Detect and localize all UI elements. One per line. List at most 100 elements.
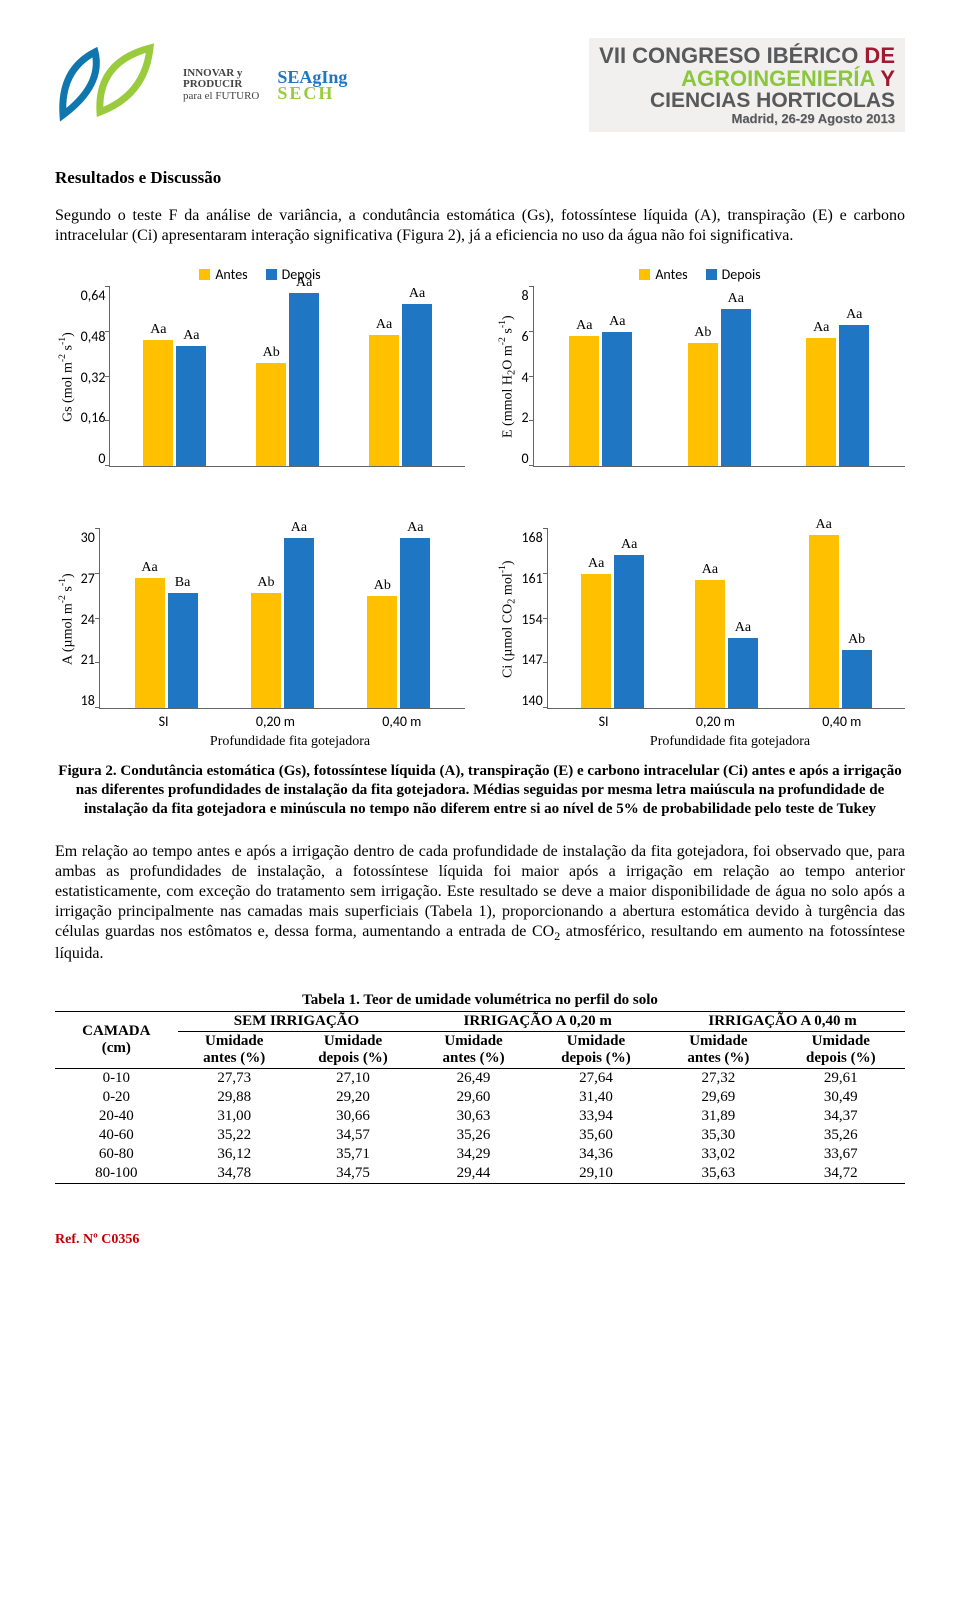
bar-label: Aa — [588, 556, 604, 572]
bar-antes: Aa — [143, 340, 173, 466]
y-tick: 27 — [81, 570, 95, 587]
table-cell: 29,10 — [532, 1164, 660, 1184]
header-banner: INNOVAR y PRODUCIR para el FUTURO SEAgIn… — [55, 30, 905, 140]
bar-label: Aa — [576, 318, 592, 334]
congress-l1b: DE — [858, 43, 895, 68]
table-row: 60-8036,1235,7134,2934,3633,0233,67 — [55, 1145, 905, 1164]
bar-depois: Aa — [284, 538, 314, 708]
bar-depois: Aa — [289, 293, 319, 466]
bar-depois: Aa — [614, 555, 644, 708]
y-tick: 24 — [81, 611, 95, 628]
chart-a: A (µmol m-2 s-1)3027242118AaBaAbAaAbAaSI… — [55, 507, 465, 750]
bar-label: Ab — [257, 575, 274, 591]
bar-antes: Ab — [251, 593, 281, 708]
chart-legend: AntesDepois — [55, 266, 465, 283]
plot-area: AaAaAbAaAaAa — [533, 287, 905, 467]
table-cell: 35,26 — [415, 1126, 531, 1145]
y-tick: 0,16 — [81, 409, 106, 426]
bar-label: Ab — [374, 578, 391, 594]
table-cell: 29,61 — [777, 1069, 905, 1089]
y-tick: 161 — [521, 570, 542, 587]
table-cell: 34,78 — [178, 1164, 291, 1184]
y-tick: 154 — [521, 611, 542, 628]
y-tick: 0,32 — [81, 369, 106, 386]
x-axis-label: Profundidade fita gotejadora — [115, 734, 465, 750]
chart-legend: Antes Depois — [495, 266, 905, 283]
x-axis-label: Profundidade fita gotejadora — [555, 734, 905, 750]
innovar-l1: INNOVAR y — [183, 67, 242, 79]
table-title: Tabela 1. Teor de umidade volumétrica no… — [55, 992, 905, 1009]
bar-label: Aa — [183, 328, 199, 344]
x-tick: SI — [599, 713, 609, 730]
y-tick: 147 — [521, 651, 542, 668]
chart-ci: Ci (µmol CO2 mol-1)168161154147140AaAaAa… — [495, 507, 905, 750]
y-tick: 0,64 — [81, 287, 106, 304]
x-ticks: SI0,20 m0,40 m — [555, 713, 905, 730]
y-ticks: 168161154147140 — [519, 529, 546, 709]
table-cell: 27,64 — [532, 1069, 660, 1089]
bar-label: Aa — [296, 275, 312, 291]
figure-caption: Figura 2. Condutância estomática (Gs), f… — [55, 762, 905, 818]
table-cell: 30,63 — [415, 1107, 531, 1126]
bar-label: Ab — [848, 632, 865, 648]
table-group-2: IRRIGAÇÃO A 0,40 m — [660, 1012, 905, 1032]
bar-group: Aa Aa — [369, 287, 432, 466]
bar-depois: Aa — [728, 638, 758, 708]
y-axis-label: Ci (µmol CO2 mol-1) — [495, 529, 519, 709]
bar-label: Aa — [376, 317, 392, 333]
table-cell: 31,40 — [532, 1088, 660, 1107]
y-ticks: 3027242118 — [79, 529, 99, 709]
bar-label: Aa — [815, 517, 831, 533]
legend-depois: Depois — [722, 266, 761, 283]
bar-group: AaAa — [806, 287, 869, 466]
table-cell: 27,10 — [291, 1069, 416, 1089]
plot-area: AaAaAbAaAaAa — [109, 287, 465, 467]
table-cell: 30,66 — [291, 1107, 416, 1126]
table-subheader: Umidadedepois (%) — [532, 1032, 660, 1069]
table-cell: 0-10 — [55, 1069, 178, 1089]
table-rowhead-l1: CAMADA — [82, 1023, 150, 1039]
table-cell: 29,20 — [291, 1088, 416, 1107]
table-cell: 35,26 — [777, 1126, 905, 1145]
table-cell: 33,67 — [777, 1145, 905, 1164]
table-cell: 31,00 — [178, 1107, 291, 1126]
bar-group: AbAa — [256, 287, 319, 466]
x-tick: 0,20 m — [256, 713, 295, 730]
bar-antes: Ab — [367, 596, 397, 708]
y-tick: 140 — [521, 692, 542, 709]
bar-group: Aa Aa — [143, 287, 206, 466]
bar-antes: Aa — [369, 335, 399, 466]
table-cell: 34,75 — [291, 1164, 416, 1184]
table-cell: 60-80 — [55, 1145, 178, 1164]
y-tick: 30 — [81, 529, 95, 546]
bar-label: Aa — [407, 520, 423, 536]
bar-label: Aa — [728, 291, 744, 307]
table-rowhead-l2: (cm) — [102, 1040, 131, 1056]
table-cell: 80-100 — [55, 1164, 178, 1184]
table-cell: 27,73 — [178, 1069, 291, 1089]
table-group-0: SEM IRRIGAÇÃO — [178, 1012, 416, 1032]
bar-group: AaAa — [695, 529, 758, 708]
bar-label: Aa — [141, 560, 157, 576]
table-cell: 34,36 — [532, 1145, 660, 1164]
bar-group: AbAa — [251, 529, 314, 708]
table-subheader: Umidadeantes (%) — [415, 1032, 531, 1069]
chart-gs: AntesDepoisGs (mol m-2 s-1)0,640,480,320… — [55, 266, 465, 467]
y-tick: 18 — [81, 692, 95, 709]
y-ticks: 0,640,480,320,160 — [79, 287, 110, 467]
table-cell: 29,69 — [660, 1088, 776, 1107]
innovar-l2: PRODUCIR — [183, 78, 242, 90]
y-axis-label: A (µmol m-2 s-1) — [55, 529, 79, 709]
legend-antes: Antes — [655, 266, 687, 283]
paragraph-2: Em relação ao tempo antes e após a irrig… — [55, 842, 905, 964]
table-cell: 0-20 — [55, 1088, 178, 1107]
bar-antes: Aa — [581, 574, 611, 708]
table-cell: 30,49 — [777, 1088, 905, 1107]
y-axis-label: Gs (mol m-2 s-1) — [55, 287, 79, 467]
bar-group: AaAa — [581, 529, 644, 708]
bar-antes: Ab — [256, 363, 286, 466]
congress-l3: CIENCIAS HORTICOLAS — [599, 90, 895, 112]
innovar-l3: para el FUTURO — [183, 91, 259, 103]
x-ticks: SI0,20 m0,40 m — [115, 713, 465, 730]
table-cell: 35,60 — [532, 1126, 660, 1145]
